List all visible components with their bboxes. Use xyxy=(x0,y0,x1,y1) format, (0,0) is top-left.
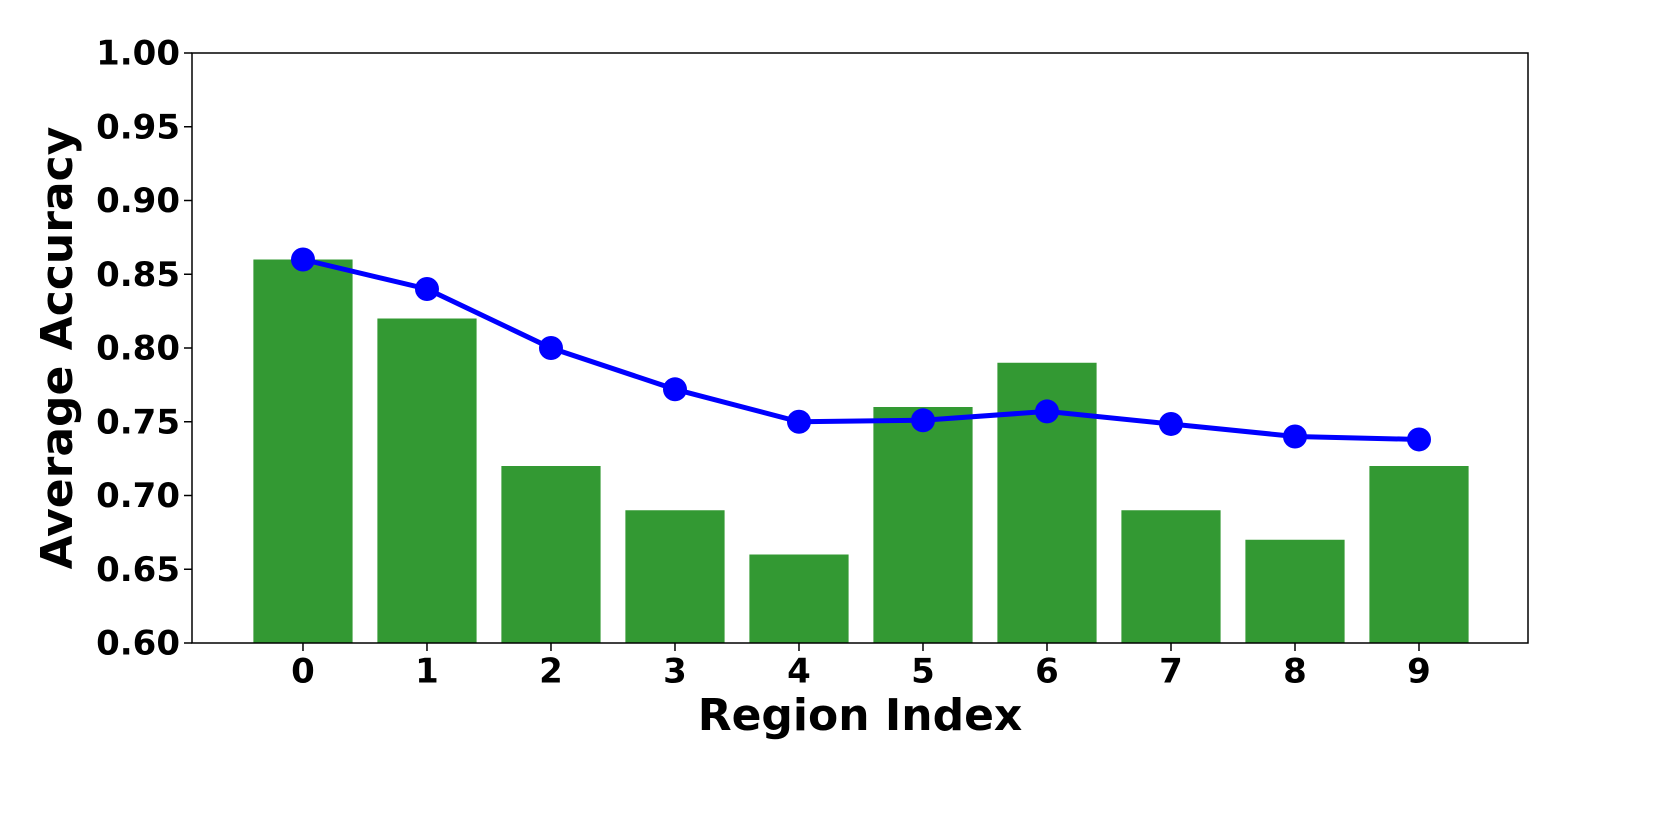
bar xyxy=(253,259,353,643)
bar xyxy=(749,554,849,643)
line-marker xyxy=(662,377,687,402)
y-tick-label: 0.65 xyxy=(96,550,180,590)
y-tick-label: 0.85 xyxy=(96,255,180,295)
line-marker xyxy=(1158,411,1183,436)
x-tick-label: 8 xyxy=(1283,652,1307,692)
x-tick-label: 9 xyxy=(1407,652,1431,692)
line-marker xyxy=(1034,399,1059,424)
y-tick-label: 1.00 xyxy=(96,34,180,74)
line-marker xyxy=(538,336,563,360)
line xyxy=(302,257,1420,442)
x-axis-title: Region Index xyxy=(698,690,1023,741)
bar xyxy=(1245,539,1345,643)
bar xyxy=(1369,466,1469,643)
plot-frame xyxy=(191,52,1529,644)
y-tick-label: 0.90 xyxy=(96,181,180,221)
x-tick-label: 1 xyxy=(415,652,439,692)
y-tick-label: 0.60 xyxy=(96,624,180,664)
x-tick-label: 5 xyxy=(911,652,935,692)
line-marker xyxy=(910,408,935,433)
bar xyxy=(625,510,725,643)
x-tick-label: 6 xyxy=(1035,652,1059,692)
y-axis-title: Average Accuracy xyxy=(32,127,83,570)
line-marker xyxy=(414,277,439,301)
x-tick-label: 2 xyxy=(539,652,563,692)
y-tick-label: 0.75 xyxy=(96,402,180,442)
y-tick-label: 0.80 xyxy=(96,329,180,369)
x-tick-label: 3 xyxy=(663,652,687,692)
y-tick-label: 0.95 xyxy=(96,107,180,147)
line-marker xyxy=(1407,427,1432,452)
bar xyxy=(501,466,601,643)
bar xyxy=(377,318,477,643)
bar xyxy=(873,407,973,643)
y-tick-label: 0.70 xyxy=(96,476,180,516)
line-marker xyxy=(786,409,811,434)
bar xyxy=(1121,510,1221,643)
x-tick-label: 4 xyxy=(787,652,811,692)
line-marker xyxy=(290,247,315,272)
x-tick-label: 7 xyxy=(1159,652,1183,692)
x-tick-label: 0 xyxy=(291,652,315,692)
line-marker xyxy=(1282,424,1307,449)
